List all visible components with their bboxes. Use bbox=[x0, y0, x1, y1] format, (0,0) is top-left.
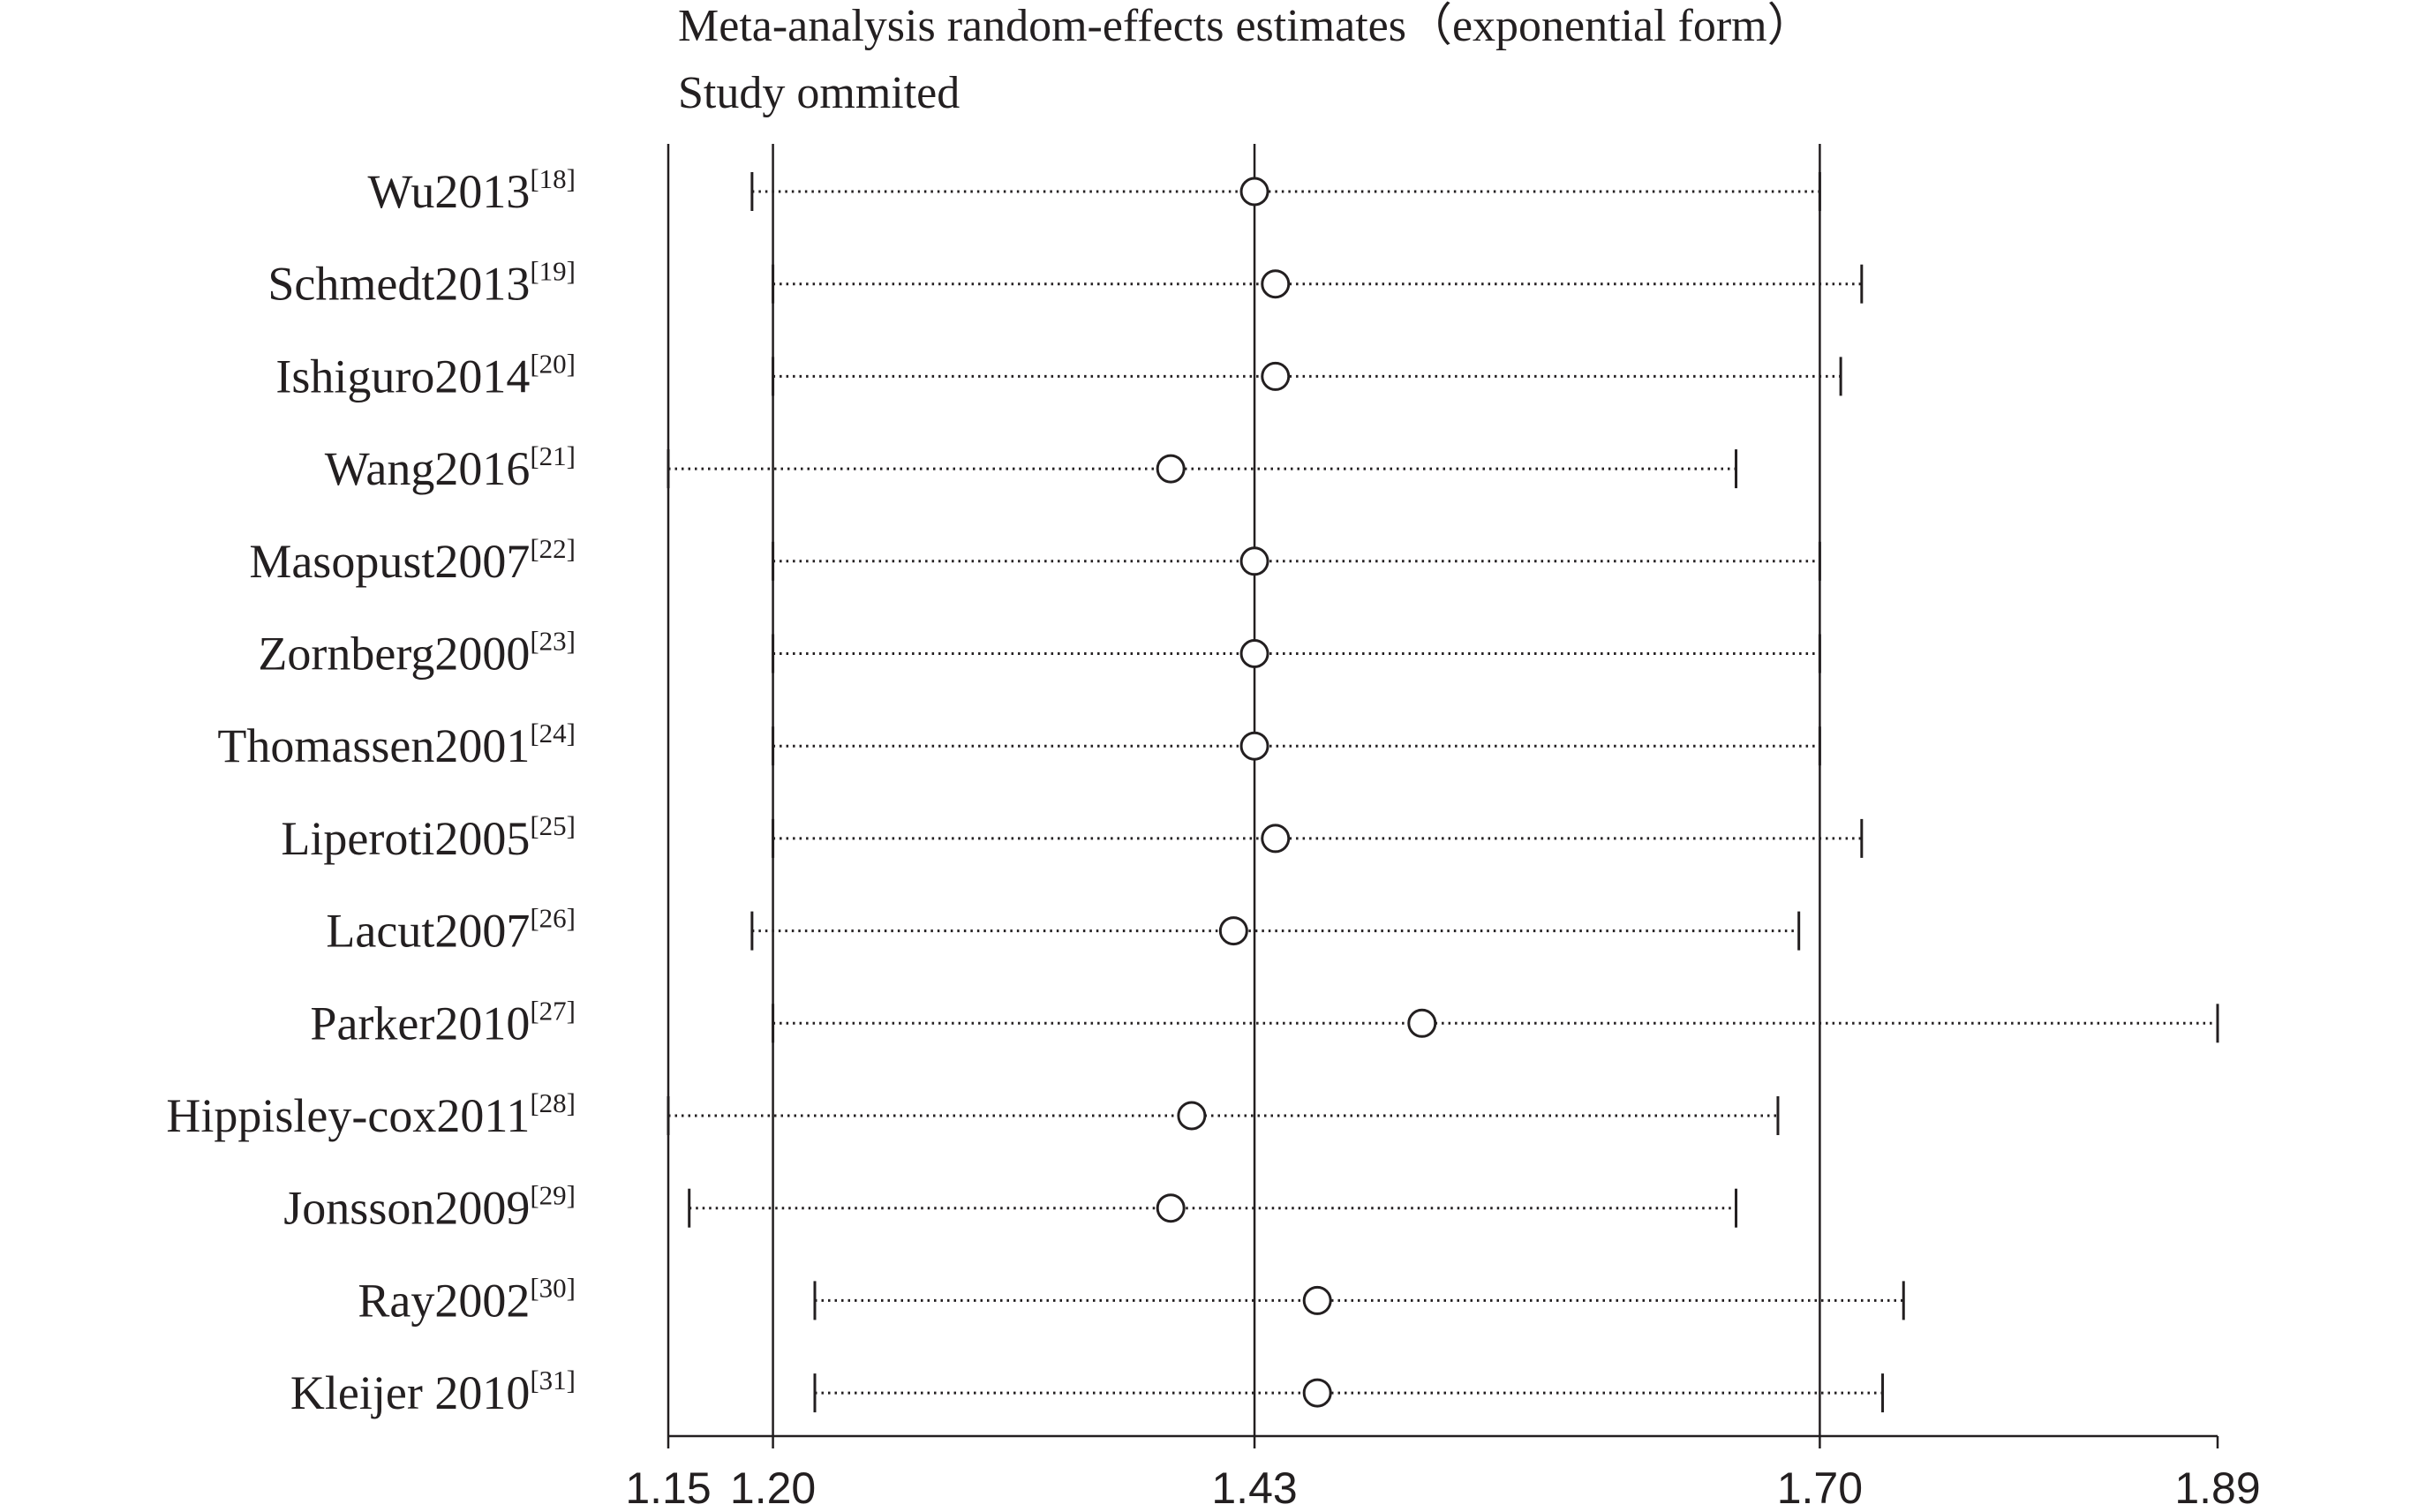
study-name-5: Zornberg2000 bbox=[258, 628, 530, 681]
study-ref-12: [30] bbox=[530, 1272, 576, 1303]
study-label-10: Hippisley-cox2011[28] bbox=[166, 1087, 576, 1142]
x-tick-label-2: 1.43 bbox=[1211, 1463, 1297, 1512]
study-label-7: Liperoti2005[25] bbox=[281, 810, 576, 865]
study-ref-11: [29] bbox=[530, 1180, 576, 1211]
study-label-3: Wang2016[21] bbox=[325, 440, 576, 495]
study-name-11: Jonsson2009 bbox=[283, 1182, 530, 1235]
study-label-9: Parker2010[27] bbox=[310, 995, 576, 1049]
study-name-0: Wu2013 bbox=[368, 165, 531, 218]
estimate-marker-4 bbox=[1239, 546, 1269, 576]
study-label-1: Schmedt2013[19] bbox=[267, 256, 576, 311]
study-ref-8: [26] bbox=[530, 903, 576, 934]
study-ref-2: [20] bbox=[530, 348, 576, 379]
estimate-marker-10 bbox=[1177, 1101, 1207, 1131]
study-name-8: Lacut2007 bbox=[326, 905, 530, 958]
chart-title-line-2: Study ommited bbox=[678, 68, 960, 118]
estimate-marker-7 bbox=[1261, 824, 1291, 854]
estimate-marker-8 bbox=[1218, 916, 1248, 946]
study-name-9: Parker2010 bbox=[310, 997, 530, 1049]
estimate-marker-0 bbox=[1239, 177, 1269, 207]
study-name-3: Wang2016 bbox=[325, 442, 531, 495]
study-label-2: Ishiguro2014[20] bbox=[275, 348, 576, 402]
estimate-marker-2 bbox=[1261, 361, 1291, 391]
study-ref-6: [24] bbox=[530, 718, 576, 748]
study-ref-3: [21] bbox=[530, 440, 576, 471]
study-ref-9: [27] bbox=[530, 995, 576, 1026]
x-tick-label-0: 1.15 bbox=[625, 1463, 711, 1512]
x-tick-label-1: 1.20 bbox=[730, 1463, 816, 1512]
study-ref-7: [25] bbox=[530, 810, 576, 841]
study-name-13: Kleijer 2010 bbox=[290, 1366, 530, 1419]
estimate-marker-11 bbox=[1156, 1193, 1186, 1223]
study-ref-0: [18] bbox=[530, 163, 576, 194]
plot-area: 1.15 1.20 1.43 1.70 1.89 Wu2013[18] Schmedt201… bbox=[166, 144, 2261, 1512]
study-ref-13: [31] bbox=[530, 1365, 576, 1395]
estimate-marker-1 bbox=[1261, 269, 1291, 299]
study-name-6: Thomassen2001 bbox=[217, 719, 530, 772]
study-name-1: Schmedt2013 bbox=[267, 258, 530, 311]
study-name-7: Liperoti2005 bbox=[281, 812, 530, 865]
study-label-11: Jonsson2009[29] bbox=[283, 1180, 576, 1235]
estimate-marker-3 bbox=[1156, 454, 1186, 484]
estimate-marker-12 bbox=[1302, 1285, 1332, 1315]
estimate-marker-5 bbox=[1239, 639, 1269, 668]
study-label-12: Ray2002[30] bbox=[358, 1272, 576, 1327]
study-name-4: Masopust2007 bbox=[249, 535, 530, 588]
estimate-marker-9 bbox=[1407, 1008, 1437, 1038]
study-label-0: Wu2013[18] bbox=[368, 163, 576, 218]
study-name-10: Hippisley-cox2011 bbox=[166, 1089, 530, 1142]
study-name-12: Ray2002 bbox=[358, 1274, 530, 1327]
estimate-marker-13 bbox=[1302, 1378, 1332, 1408]
study-label-4: Masopust2007[22] bbox=[249, 533, 576, 588]
chart-title-line-1: Meta-analysis random-effects estimates（e… bbox=[678, 1, 1813, 51]
x-tick-label-3: 1.70 bbox=[1777, 1463, 1863, 1512]
study-label-13: Kleijer 2010[31] bbox=[290, 1365, 576, 1419]
study-ref-10: [28] bbox=[530, 1087, 576, 1118]
study-name-2: Ishiguro2014 bbox=[275, 350, 530, 402]
x-tick-label-4: 1.89 bbox=[2174, 1463, 2260, 1512]
study-ref-1: [19] bbox=[530, 256, 576, 287]
study-ref-5: [23] bbox=[530, 626, 576, 657]
estimate-marker-6 bbox=[1239, 731, 1269, 761]
study-label-6: Thomassen2001[24] bbox=[217, 718, 576, 772]
study-label-8: Lacut2007[26] bbox=[326, 903, 576, 958]
study-ref-4: [22] bbox=[530, 533, 576, 564]
study-label-5: Zornberg2000[23] bbox=[258, 626, 576, 681]
